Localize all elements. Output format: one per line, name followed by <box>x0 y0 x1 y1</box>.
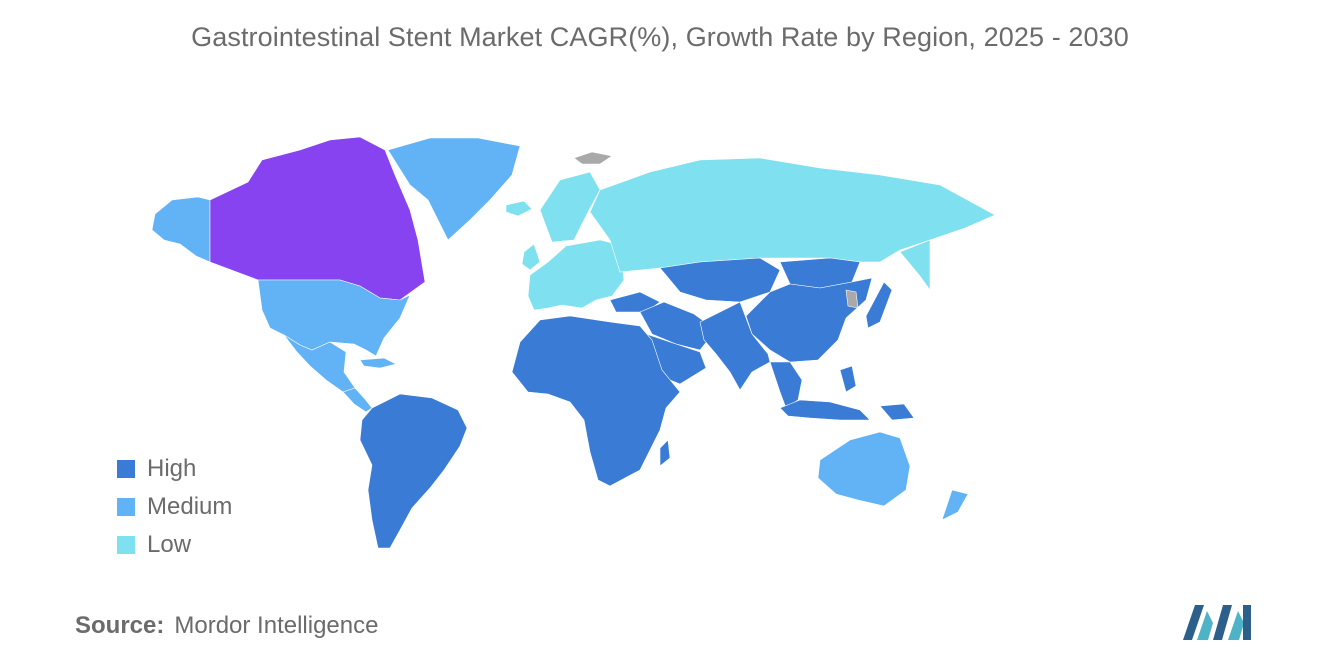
region-svalbard <box>573 151 613 165</box>
region-russia <box>589 157 996 273</box>
region-greenland <box>387 137 521 241</box>
legend-swatch-medium <box>117 498 135 516</box>
region-madagascar <box>659 439 671 467</box>
region-iceland <box>505 200 533 217</box>
region-caribbean <box>359 357 397 369</box>
legend-swatch-low <box>117 536 135 554</box>
region-alaska <box>151 196 211 263</box>
chart-title: Gastrointestinal Stent Market CAGR(%), G… <box>191 22 1129 52</box>
region-new-zealand <box>941 489 969 521</box>
mordor-intelligence-logo <box>1183 605 1251 640</box>
region-usa <box>257 279 411 357</box>
region-korea <box>845 289 859 309</box>
legend-item-high: High <box>117 450 232 488</box>
source-value: Mordor Intelligence <box>174 612 379 639</box>
region-south-asia <box>699 301 771 391</box>
region-papua-new-guinea <box>879 403 915 421</box>
region-uk <box>521 243 541 271</box>
region-south-america <box>359 393 468 549</box>
region-canada <box>209 136 426 301</box>
legend: High Medium Low <box>117 450 232 564</box>
region-australia <box>817 431 911 507</box>
legend-item-low: Low <box>117 526 232 564</box>
region-russia-far-east <box>899 239 931 291</box>
region-central-america <box>342 387 373 413</box>
region-indonesia <box>779 399 871 421</box>
region-philippines <box>839 365 857 393</box>
source-note: Source: Mordor Intelligence <box>75 612 378 640</box>
region-japan <box>865 281 893 329</box>
region-mexico <box>283 334 356 393</box>
region-europe <box>527 239 625 311</box>
legend-swatch-high <box>117 460 135 478</box>
source-label: Source: <box>75 612 165 639</box>
region-scandinavia <box>539 171 601 243</box>
legend-item-medium: Medium <box>117 488 232 526</box>
legend-label-high: High <box>147 455 197 482</box>
legend-label-low: Low <box>147 531 192 558</box>
region-southeast-asia <box>769 361 803 409</box>
legend-label-medium: Medium <box>147 493 233 520</box>
region-china <box>745 277 873 363</box>
region-africa <box>511 315 681 487</box>
